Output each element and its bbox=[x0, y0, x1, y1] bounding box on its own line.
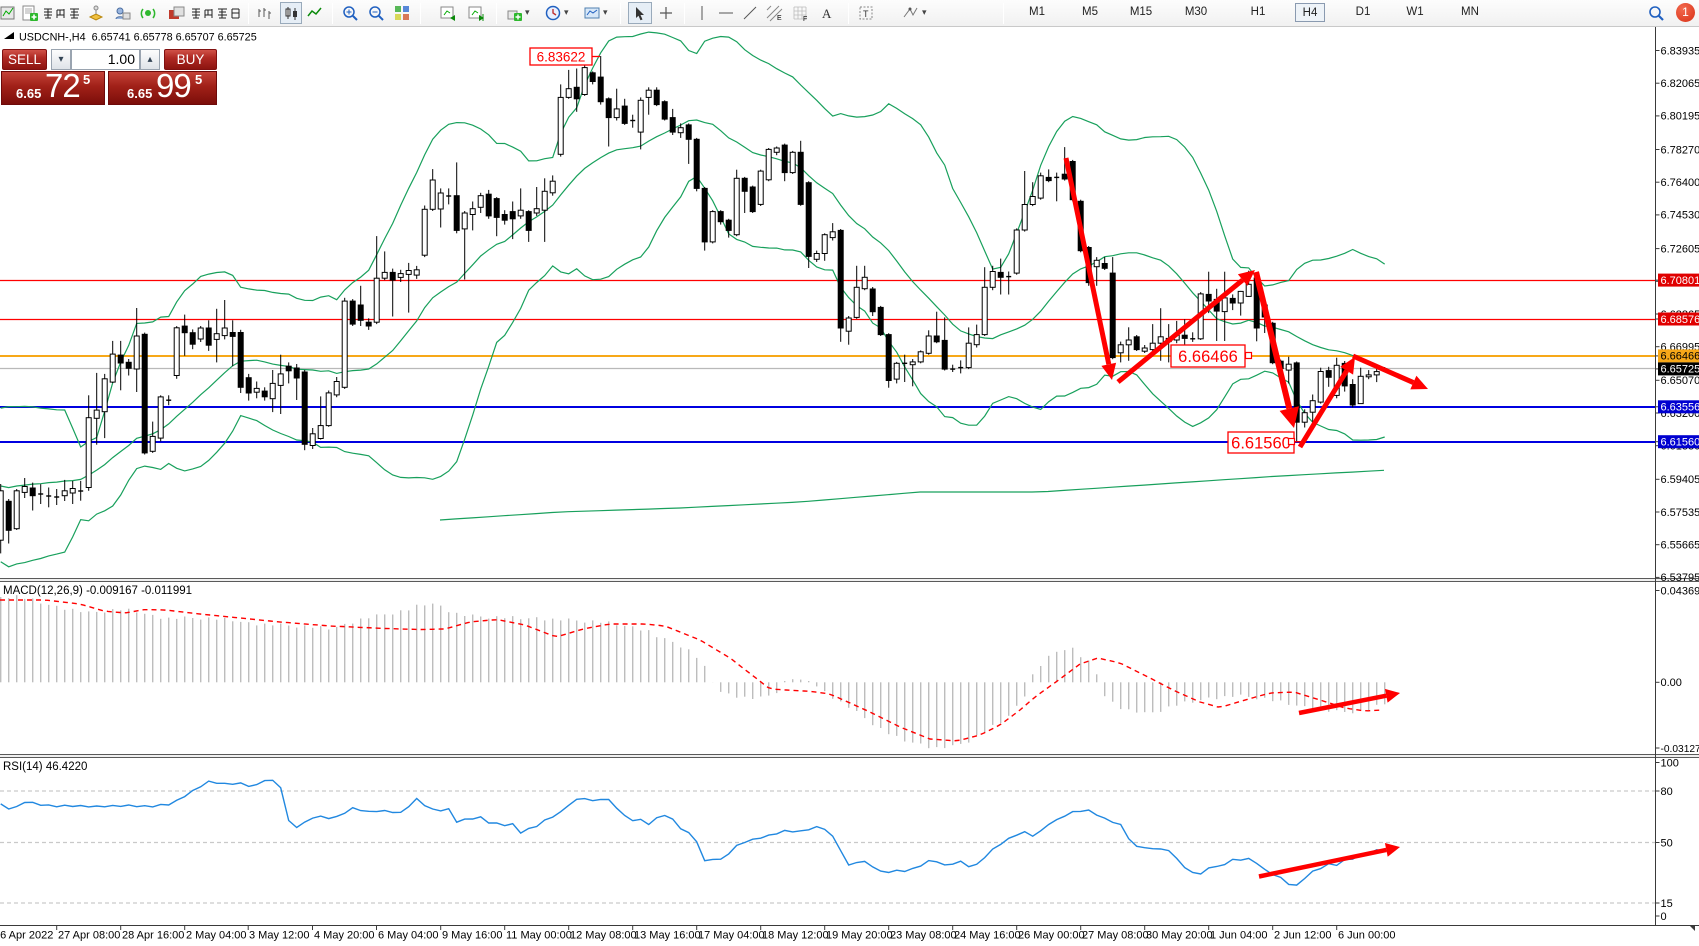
svg-text:6.57535: 6.57535 bbox=[1661, 507, 1699, 519]
svg-text:2 Jun 12:00: 2 Jun 12:00 bbox=[1274, 930, 1332, 942]
svg-text:6.70801: 6.70801 bbox=[1661, 275, 1699, 287]
svg-text:F: F bbox=[803, 16, 807, 22]
svg-text:28 Apr 16:00: 28 Apr 16:00 bbox=[122, 930, 184, 942]
svg-text:19 May 20:00: 19 May 20:00 bbox=[826, 930, 893, 942]
svg-text:30 May 20:00: 30 May 20:00 bbox=[1146, 930, 1213, 942]
svg-text:26 May 00:00: 26 May 00:00 bbox=[1018, 930, 1085, 942]
svg-text:13 May 16:00: 13 May 16:00 bbox=[634, 930, 701, 942]
svg-text:6.68576: 6.68576 bbox=[1661, 314, 1699, 326]
svg-text:6.83935: 6.83935 bbox=[1661, 45, 1699, 57]
svg-text:6.72605: 6.72605 bbox=[1661, 243, 1699, 255]
svg-text:6.63556: 6.63556 bbox=[1661, 402, 1699, 414]
svg-text:50: 50 bbox=[1661, 837, 1673, 849]
svg-text:6.59405: 6.59405 bbox=[1661, 474, 1699, 486]
svg-text:6.61560: 6.61560 bbox=[1661, 437, 1699, 449]
svg-text:6.65070: 6.65070 bbox=[1661, 375, 1699, 387]
svg-text:27 May 08:00: 27 May 08:00 bbox=[1082, 930, 1149, 942]
svg-text:23 May 08:00: 23 May 08:00 bbox=[890, 930, 957, 942]
svg-text:6.66466: 6.66466 bbox=[1178, 348, 1238, 366]
svg-text:6.80195: 6.80195 bbox=[1661, 111, 1699, 123]
svg-text:12 May 08:00: 12 May 08:00 bbox=[570, 930, 637, 942]
svg-text:6.76400: 6.76400 bbox=[1661, 177, 1699, 189]
svg-text:6.78270: 6.78270 bbox=[1661, 144, 1699, 156]
svg-text:E: E bbox=[777, 15, 782, 22]
svg-text:27 Apr 08:00: 27 Apr 08:00 bbox=[58, 930, 120, 942]
svg-text:6.83622: 6.83622 bbox=[537, 49, 586, 64]
svg-text:6.61560: 6.61560 bbox=[1231, 434, 1291, 452]
svg-text:15: 15 bbox=[1661, 898, 1673, 910]
svg-text:6.53795: 6.53795 bbox=[1661, 572, 1699, 584]
svg-text:0.00: 0.00 bbox=[1661, 677, 1682, 689]
svg-text:9 May 16:00: 9 May 16:00 bbox=[442, 930, 503, 942]
svg-text:1 Jun 04:00: 1 Jun 04:00 bbox=[1210, 930, 1268, 942]
svg-text:2 May 04:00: 2 May 04:00 bbox=[186, 930, 247, 942]
svg-text:3 May 12:00: 3 May 12:00 bbox=[249, 930, 310, 942]
svg-text:T: T bbox=[863, 9, 869, 19]
svg-text:24 May 16:00: 24 May 16:00 bbox=[954, 930, 1021, 942]
svg-text:0.043694: 0.043694 bbox=[1661, 585, 1699, 597]
svg-text:18 May 12:00: 18 May 12:00 bbox=[762, 930, 829, 942]
svg-text:6.74530: 6.74530 bbox=[1661, 210, 1699, 222]
svg-text:6.82065: 6.82065 bbox=[1661, 78, 1699, 90]
svg-text:11 May 00:00: 11 May 00:00 bbox=[506, 930, 572, 942]
svg-text:6.65725: 6.65725 bbox=[1661, 364, 1699, 376]
svg-text:USDCNH-,H4 6.65741 6.65778 6.: USDCNH-,H4 6.65741 6.65778 6.65707 6.657… bbox=[19, 32, 257, 44]
svg-text:26 Apr 2022: 26 Apr 2022 bbox=[0, 930, 53, 942]
svg-text:6.55665: 6.55665 bbox=[1661, 540, 1699, 552]
svg-text:6 Jun 00:00: 6 Jun 00:00 bbox=[1338, 930, 1396, 942]
svg-text:4 May 20:00: 4 May 20:00 bbox=[314, 930, 375, 942]
svg-text:RSI(14) 46.4220: RSI(14) 46.4220 bbox=[3, 761, 87, 773]
svg-text:6 May 04:00: 6 May 04:00 bbox=[378, 930, 439, 942]
svg-text:6.66466: 6.66466 bbox=[1661, 351, 1699, 363]
svg-text:17 May 04:00: 17 May 04:00 bbox=[698, 930, 765, 942]
svg-text:MACD(12,26,9) -0.009167 -0.011: MACD(12,26,9) -0.009167 -0.011991 bbox=[3, 585, 192, 597]
svg-text:100: 100 bbox=[1661, 757, 1679, 769]
svg-text:0: 0 bbox=[1661, 911, 1667, 923]
svg-text:80: 80 bbox=[1661, 786, 1673, 798]
